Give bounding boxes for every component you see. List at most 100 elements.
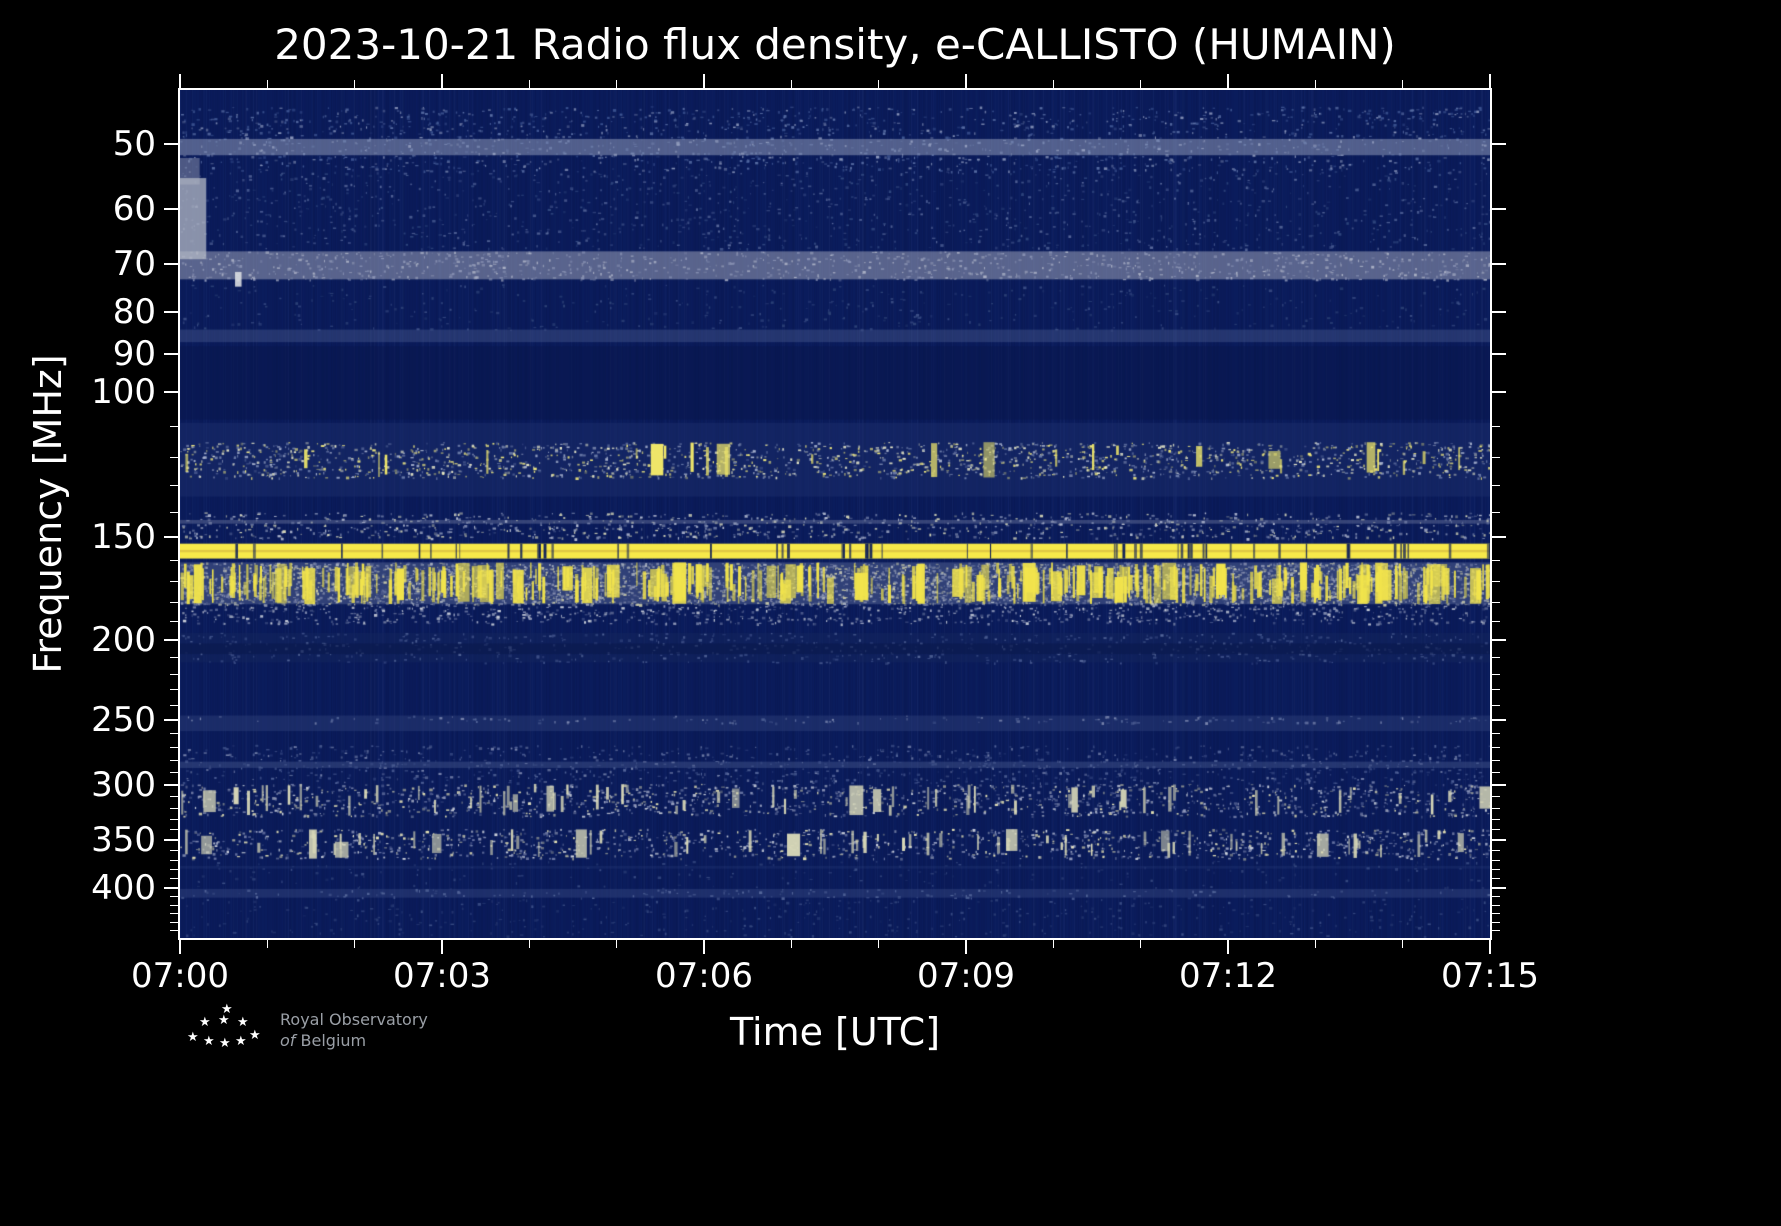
x-minor-tick	[266, 940, 268, 948]
y-major-tick-right	[1492, 390, 1506, 393]
y-major-tick-right	[1492, 311, 1506, 314]
y-minor-tick-right	[1492, 859, 1500, 861]
chart-title: 2023-10-21 Radio flux density, e-CALLIST…	[274, 20, 1396, 69]
x-major-tick-top	[441, 74, 443, 88]
y-minor-tick-right	[1492, 733, 1500, 735]
y-tick-label: 90	[112, 334, 156, 375]
x-minor-tick	[1140, 940, 1142, 948]
y-minor-tick	[170, 621, 178, 623]
y-minor-tick-right	[1492, 656, 1500, 658]
logo-star-icon: ★	[218, 1013, 230, 1028]
x-tick-label: 07:12	[1179, 956, 1277, 996]
y-minor-tick-right	[1492, 559, 1500, 561]
y-minor-tick-right	[1492, 913, 1500, 915]
y-minor-tick	[170, 673, 178, 675]
y-minor-tick-right	[1492, 896, 1500, 898]
y-minor-tick-right	[1492, 818, 1500, 820]
y-minor-tick-right	[1492, 869, 1500, 871]
x-minor-tick	[616, 940, 618, 948]
y-minor-tick	[170, 869, 178, 871]
y-major-tick	[164, 311, 178, 314]
y-major-tick	[164, 839, 178, 842]
y-minor-tick	[170, 796, 178, 798]
x-minor-tick-top	[1314, 80, 1316, 88]
y-tick-label: 60	[112, 189, 156, 230]
y-minor-tick	[170, 859, 178, 861]
x-minor-tick-top	[1052, 80, 1054, 88]
x-major-tick	[179, 940, 181, 954]
plot-area	[178, 88, 1492, 940]
y-minor-tick	[170, 829, 178, 831]
y-minor-tick	[170, 559, 178, 561]
y-minor-tick-right	[1492, 511, 1500, 513]
y-minor-tick-right	[1492, 601, 1500, 603]
y-minor-tick	[170, 456, 178, 458]
y-major-tick	[164, 263, 178, 266]
y-major-tick-right	[1492, 536, 1506, 539]
y-minor-tick-right	[1492, 621, 1500, 623]
x-minor-tick	[1052, 940, 1054, 948]
y-minor-tick	[170, 807, 178, 809]
x-minor-tick-top	[354, 80, 356, 88]
y-major-tick-right	[1492, 263, 1506, 266]
logo-star-icon: ★	[203, 1034, 215, 1049]
y-minor-tick-right	[1492, 689, 1500, 691]
x-tick-label: 07:00	[131, 956, 229, 996]
x-minor-tick	[528, 940, 530, 948]
y-minor-tick-right	[1492, 772, 1500, 774]
x-tick-label: 07:15	[1441, 956, 1539, 996]
logo-star-icon: ★	[199, 1015, 211, 1030]
x-minor-tick	[878, 940, 880, 948]
y-major-tick	[164, 353, 178, 356]
y-tick-label: 50	[112, 123, 156, 164]
logo-text-line2: of Belgium	[280, 1031, 367, 1050]
x-axis-label: Time [UTC]	[729, 1010, 941, 1054]
y-minor-tick	[170, 746, 178, 748]
x-tick-label: 07:09	[917, 956, 1015, 996]
spectrogram-canvas	[180, 90, 1490, 938]
rob-logo: ★ ★ ★ ★ ★ ★ ★ ★ ★ Royal Observatory of B…	[185, 1003, 525, 1065]
x-major-tick	[965, 940, 967, 954]
y-minor-tick-right	[1492, 704, 1500, 706]
y-minor-tick	[170, 772, 178, 774]
y-minor-tick	[170, 759, 178, 761]
y-tick-label: 70	[112, 244, 156, 285]
y-minor-tick	[170, 601, 178, 603]
y-tick-label: 150	[91, 517, 156, 558]
y-tick-label: 300	[91, 765, 156, 806]
logo-star-icon: ★	[237, 1015, 249, 1030]
y-minor-tick-right	[1492, 878, 1500, 880]
y-minor-tick-right	[1492, 581, 1500, 583]
y-minor-tick	[170, 896, 178, 898]
y-minor-tick	[170, 904, 178, 906]
logo-star-icon: ★	[221, 1002, 233, 1017]
x-major-tick-top	[1489, 74, 1491, 88]
x-minor-tick-top	[266, 80, 268, 88]
y-major-tick	[164, 718, 178, 721]
logo-star-icon: ★	[187, 1030, 199, 1045]
y-minor-tick	[170, 818, 178, 820]
y-tick-label: 100	[91, 371, 156, 412]
y-major-tick	[164, 208, 178, 211]
y-major-tick	[164, 536, 178, 539]
x-minor-tick-top	[1140, 80, 1142, 88]
y-major-tick	[164, 638, 178, 641]
y-tick-label: 400	[91, 867, 156, 908]
y-minor-tick-right	[1492, 456, 1500, 458]
y-minor-tick-right	[1492, 904, 1500, 906]
y-major-tick	[164, 886, 178, 889]
x-major-tick	[1489, 940, 1491, 954]
y-major-tick	[164, 784, 178, 787]
y-tick-label: 200	[91, 619, 156, 660]
x-major-tick-top	[965, 74, 967, 88]
y-major-tick	[164, 142, 178, 145]
y-major-tick	[164, 390, 178, 393]
y-minor-tick	[170, 581, 178, 583]
x-minor-tick-top	[878, 80, 880, 88]
y-major-tick-right	[1492, 839, 1506, 842]
x-minor-tick	[1402, 940, 1404, 948]
x-minor-tick-top	[1402, 80, 1404, 88]
y-minor-tick-right	[1492, 921, 1500, 923]
x-major-tick	[703, 940, 705, 954]
